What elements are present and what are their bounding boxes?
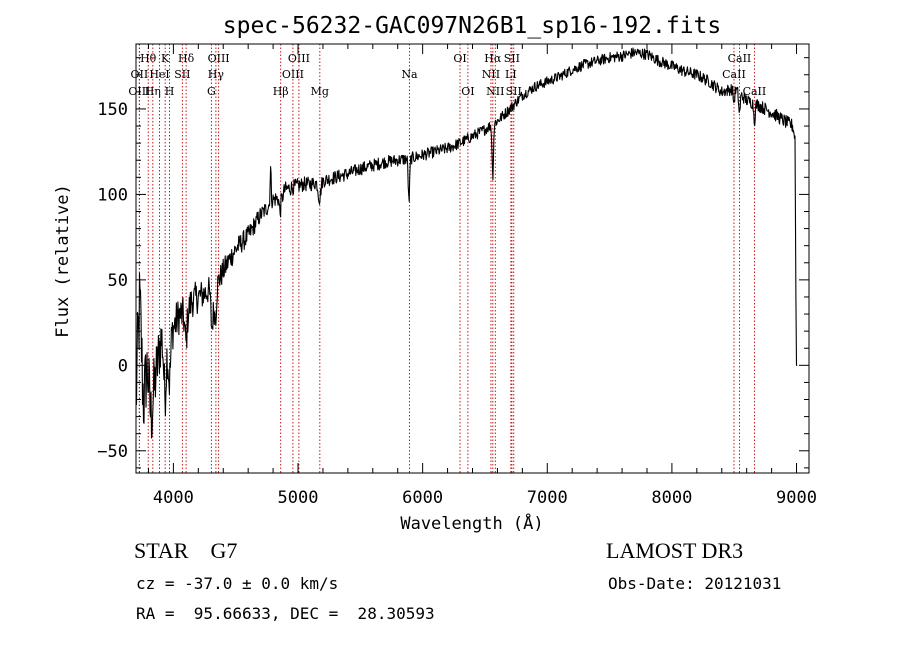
spectral-line-label: OIII bbox=[282, 68, 304, 81]
spectral-line-label: CaII bbox=[743, 85, 767, 98]
spectral-line-label: LI bbox=[505, 68, 517, 81]
x-tick-label: 4000 bbox=[153, 488, 194, 508]
chart-title: spec-56232-GAC097N26B1_sp16-192.fits bbox=[223, 13, 722, 39]
spectral-line-label: SII bbox=[174, 68, 190, 81]
spectral-line-label: G bbox=[207, 85, 216, 98]
spectral-line-label: HeI bbox=[149, 68, 169, 81]
y-tick-label: 150 bbox=[97, 100, 128, 120]
y-tick-label: −50 bbox=[97, 442, 128, 462]
x-tick-label: 9000 bbox=[776, 488, 817, 508]
y-axis-label: Flux (relative) bbox=[53, 184, 73, 338]
redshift-label: cz = -37.0 ± 0.0 km/s bbox=[136, 574, 339, 593]
spectral-line-label: SII bbox=[504, 52, 520, 65]
spectral-line-label: NII bbox=[486, 85, 504, 98]
spectral-line-label: H bbox=[165, 85, 175, 98]
spectral-line-label: K bbox=[161, 52, 170, 65]
x-axis-label: Wavelength (Å) bbox=[400, 512, 543, 534]
spectral-line-label: Hη bbox=[145, 85, 161, 98]
plot-frame bbox=[135, 43, 810, 474]
axis-ticks: 4000 5000 6000 7000 8000 9000 −50 0 50 100 150 bbox=[97, 44, 817, 508]
classification-label: STAR G7 bbox=[134, 538, 238, 563]
spectral-line-label: Hθ bbox=[140, 52, 157, 65]
spectral-line-label: CaII bbox=[722, 68, 746, 81]
x-tick-label: 6000 bbox=[402, 488, 443, 508]
spectral-line-markers bbox=[138, 44, 755, 473]
x-tick-label: 8000 bbox=[651, 488, 692, 508]
spectral-line-label: Hγ bbox=[208, 68, 225, 81]
x-tick-label: 7000 bbox=[527, 488, 568, 508]
spectral-line-label: Hβ bbox=[273, 85, 289, 98]
spectral-line-label: Hα bbox=[484, 52, 502, 65]
spectral-line-label: OI bbox=[453, 52, 466, 65]
spectral-line-label: Mg bbox=[311, 85, 329, 98]
x-tick-label: 5000 bbox=[278, 488, 319, 508]
y-tick-label: 0 bbox=[118, 356, 128, 376]
spectral-line-label: SII bbox=[506, 85, 522, 98]
spectral-line-label: OI bbox=[461, 85, 474, 98]
spectral-line-label: CaII bbox=[728, 52, 752, 65]
coordinates-label: RA = 95.66633, DEC = 28.30593 bbox=[136, 604, 435, 623]
spectral-line-label: NII bbox=[482, 68, 500, 81]
spectral-line-label: Hδ bbox=[178, 52, 195, 65]
obs-date-label: Obs-Date: 20121031 bbox=[608, 574, 782, 593]
spectral-line-label: OIII bbox=[208, 52, 230, 65]
survey-label: LAMOST DR3 bbox=[606, 538, 744, 563]
y-tick-label: 50 bbox=[108, 271, 128, 291]
spectral-line-label: OIII bbox=[288, 52, 310, 65]
y-tick-label: 100 bbox=[97, 185, 128, 205]
spectral-line-label: Na bbox=[401, 68, 418, 81]
spectrum-line bbox=[135, 47, 798, 439]
